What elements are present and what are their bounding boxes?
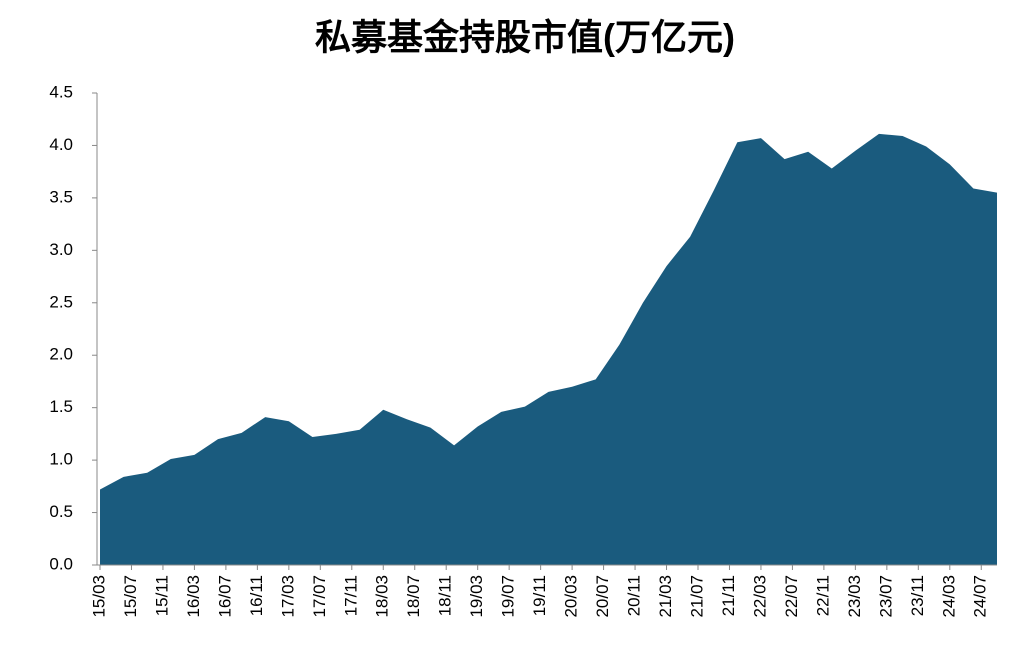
x-tick-label: 17/11 (341, 575, 360, 616)
y-tick-label: 4.5 (49, 82, 73, 101)
x-tick-label: 17/07 (310, 575, 329, 618)
x-tick-label: 23/07 (876, 575, 895, 618)
x-tick-label: 19/03 (467, 575, 486, 618)
x-tick-label: 21/03 (656, 575, 675, 618)
y-tick-label: 3.5 (49, 187, 73, 206)
x-tick-label: 18/07 (404, 575, 423, 618)
x-tick-label: 22/11 (813, 575, 832, 616)
x-tick-label: 17/03 (278, 575, 297, 618)
y-tick-label: 0.5 (49, 502, 73, 521)
y-tick-label: 3.0 (49, 240, 73, 259)
x-tick-label: 19/07 (499, 575, 518, 618)
x-tick-label: 19/11 (530, 575, 549, 616)
y-tick-label: 1.5 (49, 397, 73, 416)
x-tick-label: 15/03 (89, 575, 108, 618)
x-tick-label: 18/03 (373, 575, 392, 618)
x-tick-label: 24/03 (939, 575, 958, 618)
x-tick-label: 24/07 (971, 575, 990, 618)
x-tick-label: 22/03 (750, 575, 769, 618)
x-tick-label: 20/07 (593, 575, 612, 618)
y-tick-label: 2.0 (49, 345, 73, 364)
x-tick-label: 16/11 (247, 575, 266, 616)
x-tick-label: 23/03 (845, 575, 864, 618)
x-tick-label: 21/07 (687, 575, 706, 618)
x-tick-label: 22/07 (782, 575, 801, 618)
y-tick-label: 2.5 (49, 292, 73, 311)
x-tick-label: 21/11 (719, 575, 738, 616)
y-tick-label: 0.0 (49, 554, 73, 573)
x-tick-label: 18/11 (436, 575, 455, 616)
y-tick-label: 4.0 (49, 135, 73, 154)
y-tick-label: 1.0 (49, 450, 73, 469)
x-tick-label: 20/11 (625, 575, 644, 616)
chart-title: 私募基金持股市值(万亿元) (315, 17, 735, 58)
x-tick-label: 16/07 (215, 575, 234, 618)
x-tick-label: 16/03 (184, 575, 203, 618)
x-tick-label: 15/11 (152, 575, 171, 616)
area (100, 133, 997, 565)
x-tick-label: 23/11 (908, 575, 927, 616)
x-tick-label: 15/07 (121, 575, 140, 618)
x-tick-label: 20/03 (562, 575, 581, 618)
